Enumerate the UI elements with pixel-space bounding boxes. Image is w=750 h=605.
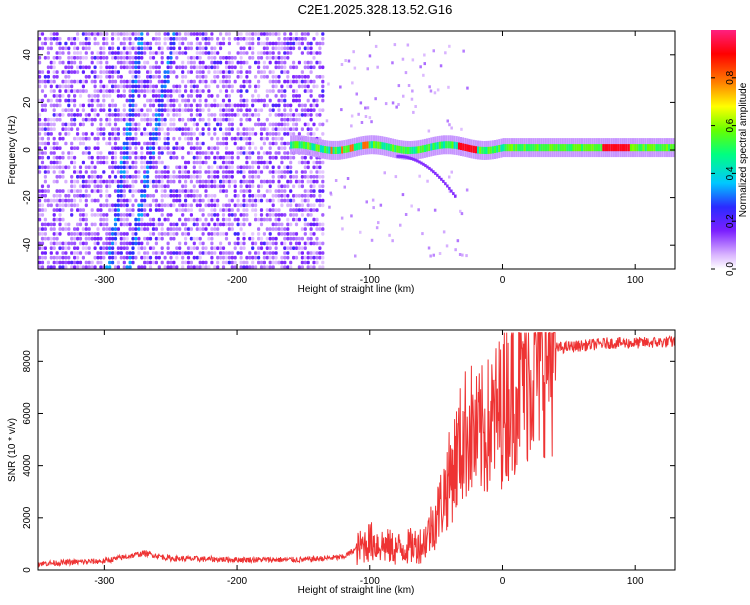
x-tick-label: -100: [360, 275, 380, 286]
colorbar-label: Normalized spectral amplitude: [738, 82, 749, 217]
y-tick-label: 4000: [22, 454, 33, 477]
y-tick-label: 0: [22, 147, 33, 153]
colorbar-tick-label: 0.6: [725, 118, 736, 132]
colorbar-tick-label: 0.0: [725, 262, 736, 276]
figure-title: C2E1.2025.328.13.52.G16: [298, 2, 453, 17]
x-tick-label: 100: [627, 275, 644, 286]
x-tick-label: -300: [94, 576, 114, 587]
colorbar-tick-label: 0.8: [725, 70, 736, 84]
x-tick-label: -200: [227, 576, 247, 587]
y-tick-label: 0: [22, 567, 33, 573]
y-tick-label: 40: [22, 49, 33, 61]
x-tick-label: 100: [627, 576, 644, 587]
x-tick-label: 0: [500, 576, 506, 587]
spectrogram-xlabel: Height of straight line (km): [298, 284, 415, 295]
snr-ylabel: SNR (10 * v/v): [7, 418, 18, 482]
colorbar-tick-label: 0.4: [725, 166, 736, 180]
y-tick-label: 6000: [22, 402, 33, 425]
x-tick-label: -200: [227, 275, 247, 286]
spectrogram-cells: [38, 31, 675, 269]
x-tick-label: -100: [360, 576, 380, 587]
y-tick-label: -40: [22, 238, 33, 253]
spectrogram-ylabel: Frequency (Hz): [7, 116, 18, 185]
colorbar-ticks: 0.0 0.2 0.4 0.6 0.8: [711, 70, 736, 276]
y-tick-label: 8000: [22, 350, 33, 373]
snr-frame: [37, 329, 676, 571]
y-tick-label: -20: [22, 190, 33, 205]
x-tick-label: -300: [94, 275, 114, 286]
y-tick-label: 20: [22, 96, 33, 108]
colorbar-tick-label: 0.2: [725, 214, 736, 228]
colorbar: 0.0 0.2 0.4 0.6 0.8 Normalized spectral ampl…: [711, 30, 749, 276]
y-tick-label: 2000: [22, 506, 33, 529]
x-tick-label: 0: [500, 275, 506, 286]
snr-series-line: [38, 332, 675, 568]
snr-xlabel: Height of straight line (km): [298, 585, 415, 596]
colorbar-gradient: [711, 30, 736, 269]
